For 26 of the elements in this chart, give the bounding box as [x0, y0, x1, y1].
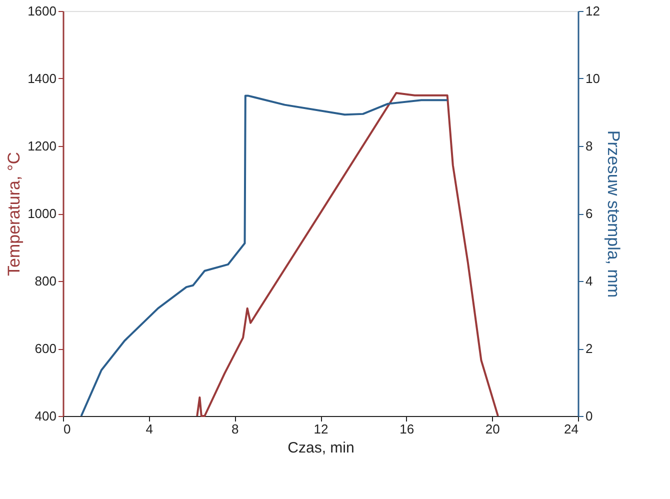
y-tick-label: 400: [34, 408, 56, 424]
line-series: [80, 94, 448, 417]
x-tick-label: 16: [400, 422, 414, 436]
x-axis-title: Czas, min: [288, 440, 354, 456]
line-series: [196, 92, 499, 417]
y-tick-label: 600: [34, 341, 56, 356]
y2-tick-label: 10: [586, 71, 600, 86]
y-axis-title: Temperatura, °C: [4, 152, 24, 276]
y2-tick-label: 0: [586, 408, 593, 424]
y2-tick-label: 6: [586, 206, 593, 221]
y2-tick-label: 2: [586, 341, 593, 356]
x-tick-label: 24: [564, 422, 578, 436]
y2-axis-title: Przesuw stempla, mm: [604, 130, 623, 298]
x-tick-label: 8: [232, 422, 239, 436]
y-tick-label: 1000: [28, 206, 56, 221]
y-tick-label: 1400: [28, 71, 56, 86]
y2-tick-label: 4: [586, 274, 593, 288]
y-tick-label: 1200: [28, 138, 56, 154]
y2-tick-label: 8: [586, 138, 593, 154]
y2-tick-label: 12: [586, 4, 600, 18]
x-tick-label: 20: [485, 422, 500, 436]
y-tick-label: 1600: [28, 4, 56, 18]
x-tick-label: 12: [314, 422, 328, 436]
x-tick-label: 4: [146, 422, 153, 436]
x-tick-label: 0: [64, 422, 71, 436]
y-tick-label: 800: [34, 274, 56, 288]
